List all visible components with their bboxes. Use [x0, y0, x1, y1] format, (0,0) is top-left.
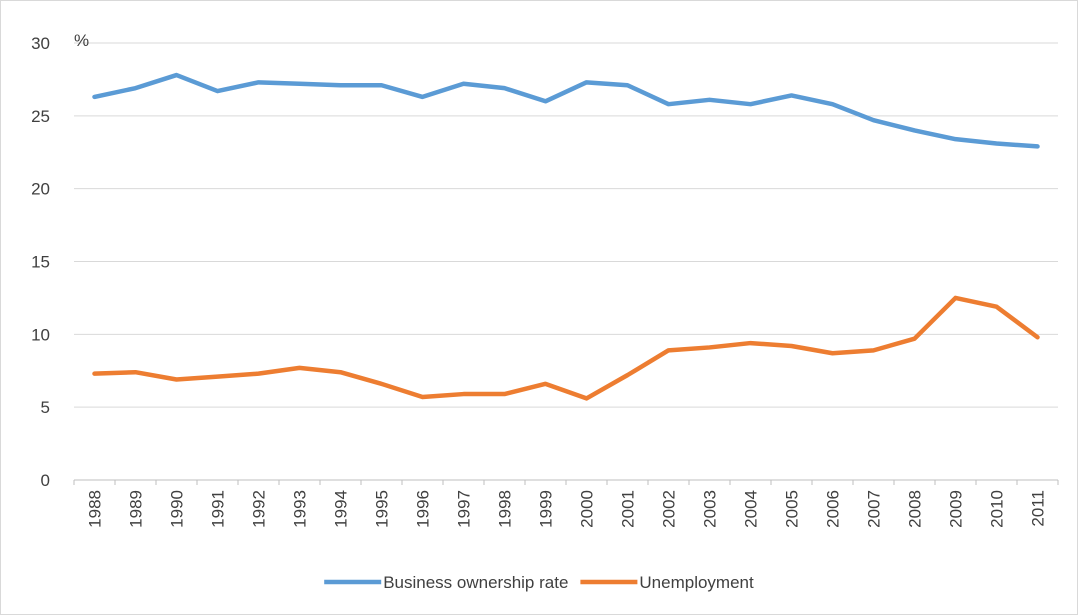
- data-point: [790, 344, 794, 348]
- x-tick-label: 1998: [496, 490, 515, 528]
- x-axis-ticks: 1988 1989 1990 1991 1992 1993 1994 1995 1996 1997…: [73, 480, 1059, 528]
- x-tick-label: 1997: [455, 490, 474, 528]
- data-point: [872, 348, 876, 352]
- x-tick-label: 1992: [250, 490, 269, 528]
- data-point: [585, 396, 589, 400]
- data-point: [339, 370, 343, 374]
- x-tick-label: 2010: [988, 490, 1007, 528]
- legend-label: Business ownership rate: [383, 573, 568, 592]
- x-tick-label: 1995: [373, 490, 392, 528]
- data-point: [626, 373, 630, 377]
- data-point: [380, 83, 384, 87]
- x-tick-label: 2006: [824, 490, 843, 528]
- data-point: [667, 348, 671, 352]
- legend-item-2: Unemployment: [580, 573, 754, 592]
- x-tick-label: 2005: [783, 490, 802, 528]
- y-tick-label: 10: [31, 325, 50, 344]
- data-point: [134, 370, 138, 374]
- y-tick-label: 30: [31, 34, 50, 53]
- x-tick-label: 1990: [168, 490, 187, 528]
- data-point: [503, 86, 507, 90]
- data-point: [503, 392, 507, 396]
- x-tick-label: 1988: [86, 490, 105, 528]
- data-point: [790, 93, 794, 97]
- data-point: [298, 82, 302, 86]
- data-point: [667, 102, 671, 106]
- data-point: [1036, 144, 1040, 148]
- legend-label: Unemployment: [639, 573, 754, 592]
- x-tick-label: 1993: [291, 490, 310, 528]
- x-tick-label: 1991: [209, 490, 228, 528]
- data-point: [1036, 335, 1040, 339]
- x-tick-label: 2007: [865, 490, 884, 528]
- data-point: [339, 83, 343, 87]
- data-point: [831, 102, 835, 106]
- x-tick-label: 2000: [578, 490, 597, 528]
- x-tick-label: 2011: [1029, 490, 1048, 527]
- data-point: [462, 82, 466, 86]
- gridlines: [74, 42, 1058, 481]
- y-tick-label: 15: [31, 253, 50, 272]
- legend: Business ownership rate Unemployment: [324, 573, 754, 592]
- x-tick-label: 2008: [906, 490, 925, 528]
- y-axis-ticks: 0 5 10 15 20 25 30: [31, 34, 50, 490]
- data-point: [298, 366, 302, 370]
- x-tick-label: 1999: [537, 490, 556, 528]
- data-point: [954, 296, 958, 300]
- data-point: [175, 73, 179, 77]
- y-tick-label: 5: [41, 398, 50, 417]
- data-point: [626, 83, 630, 87]
- data-point: [216, 89, 220, 93]
- y-tick-label: 20: [31, 180, 50, 199]
- y-tick-label: 0: [41, 471, 50, 490]
- data-point: [257, 80, 261, 84]
- x-tick-label: 2002: [660, 490, 679, 528]
- series-line-2: [92, 295, 1040, 401]
- data-point: [93, 95, 97, 99]
- x-tick-label: 2004: [742, 490, 761, 528]
- data-point: [913, 128, 917, 132]
- data-point: [708, 98, 712, 102]
- data-point: [995, 305, 999, 309]
- x-tick-label: 1994: [332, 490, 351, 528]
- data-point: [585, 80, 589, 84]
- data-point: [93, 372, 97, 376]
- data-point: [134, 86, 138, 90]
- data-point: [544, 382, 548, 386]
- data-point: [872, 118, 876, 122]
- data-point: [708, 345, 712, 349]
- data-point: [995, 142, 999, 146]
- x-tick-label: 2003: [701, 490, 720, 528]
- data-point: [257, 372, 261, 376]
- legend-item-1: Business ownership rate: [324, 573, 568, 592]
- series-line-1: [92, 72, 1040, 149]
- data-point: [954, 137, 958, 141]
- data-point: [380, 382, 384, 386]
- data-point: [544, 99, 548, 103]
- data-point: [462, 392, 466, 396]
- data-point: [913, 337, 917, 341]
- data-point: [421, 95, 425, 99]
- x-tick-label: 2001: [619, 490, 638, 528]
- data-point: [216, 375, 220, 379]
- data-point: [175, 377, 179, 381]
- x-tick-label: 2009: [947, 490, 966, 528]
- data-point: [749, 102, 753, 106]
- y-axis-label: %: [74, 31, 89, 50]
- x-tick-label: 1989: [127, 490, 146, 528]
- x-tick-label: 1996: [414, 490, 433, 528]
- y-tick-label: 25: [31, 107, 50, 126]
- data-point: [749, 341, 753, 345]
- data-point: [421, 395, 425, 399]
- series-lines: [92, 72, 1040, 401]
- data-point: [831, 351, 835, 355]
